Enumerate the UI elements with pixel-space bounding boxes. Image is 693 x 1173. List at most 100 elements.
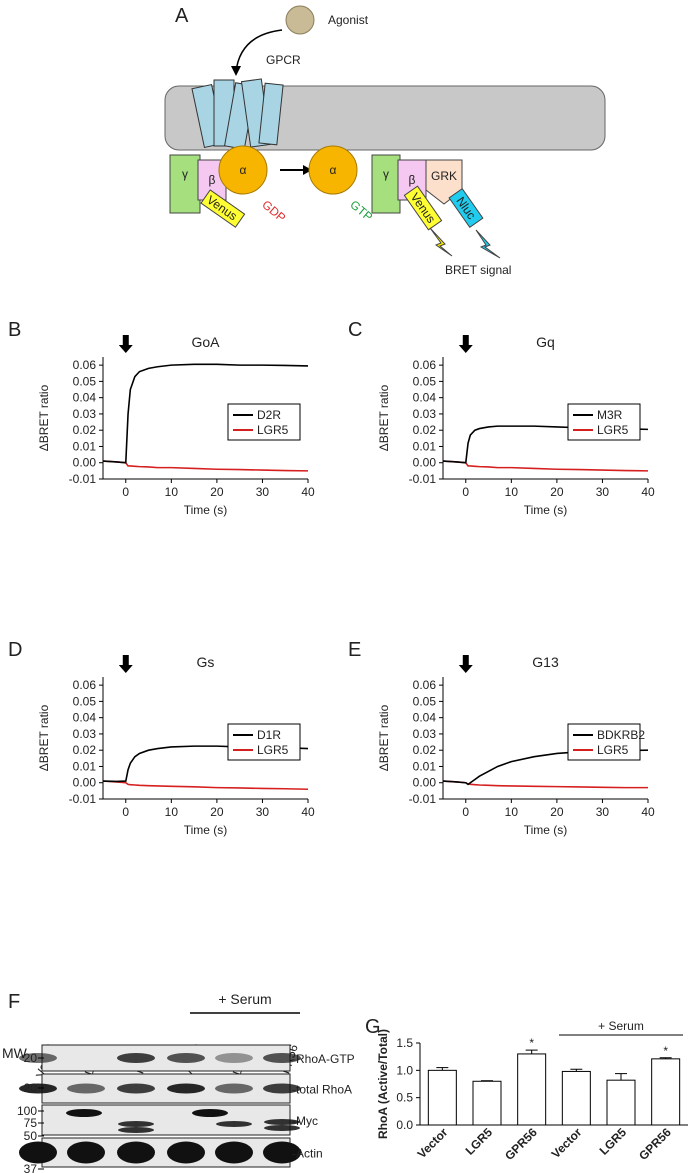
y-tick-label: 0.03	[413, 727, 437, 741]
legend-label: LGR5	[257, 743, 289, 757]
nluc	[448, 187, 484, 229]
y-tick-label: 0.5	[396, 1091, 413, 1105]
y-tick-label: 0.02	[73, 423, 97, 437]
legend-label: LGR5	[597, 743, 629, 757]
legend-label: M3R	[597, 408, 623, 422]
mw-marker: 50	[24, 1129, 38, 1143]
event-arrow	[458, 655, 473, 673]
axes	[442, 677, 648, 800]
y-tick-label: 0.05	[73, 374, 97, 388]
blot-band	[263, 1141, 301, 1164]
x-tick-label: GPR56	[636, 1125, 674, 1163]
y-tick-label: -0.01	[409, 472, 437, 486]
y-tick-label: 0.0	[396, 1118, 413, 1132]
panel-letter: B	[8, 319, 21, 341]
legend-label: LGR5	[597, 423, 629, 437]
data-line	[102, 460, 309, 472]
y-tick-label: 0.02	[73, 743, 97, 757]
blot-band	[117, 1053, 155, 1063]
blot-label: -total RhoA	[292, 1083, 352, 1097]
chart-title: Gq	[536, 334, 555, 350]
gdp-label: GDP	[259, 197, 288, 224]
y-tick-label: 0.05	[413, 694, 437, 708]
alpha-label: α	[240, 163, 247, 177]
group-label: + Serum	[598, 1019, 644, 1033]
event-arrow	[118, 335, 133, 353]
bar	[427, 1069, 457, 1126]
y-tick-label: 0.01	[413, 759, 437, 773]
agonist-label: Agonist	[328, 13, 369, 27]
blot-band	[215, 1141, 253, 1164]
group-label: + Serum	[218, 991, 271, 1007]
y-tick-label: 0.04	[413, 391, 437, 405]
blot-band	[215, 1053, 253, 1063]
panel-letter: D	[8, 639, 22, 661]
arrowhead	[231, 66, 241, 76]
arrowhead	[303, 165, 312, 175]
x-tick-label: 10	[505, 805, 519, 819]
x-tick-label: 20	[550, 485, 564, 499]
x-tick-label: 0	[122, 485, 129, 499]
axes	[442, 357, 648, 480]
event-arrow	[118, 655, 133, 673]
y-tick-label: 1.0	[396, 1063, 413, 1077]
y-tick-label: -0.01	[69, 472, 97, 486]
grk-label: GRK	[431, 169, 457, 183]
axes	[102, 677, 308, 800]
x-axis-label: Time (s)	[524, 823, 568, 837]
x-tick-label: Vector	[415, 1125, 451, 1161]
arrow	[235, 29, 283, 73]
x-tick-label: GPR56	[502, 1125, 540, 1163]
y-tick-label: 0.00	[413, 776, 437, 790]
chart-title: Gs	[197, 654, 215, 670]
alpha	[308, 145, 358, 195]
blot-band	[192, 1109, 228, 1117]
y-tick-label: 0.06	[413, 358, 437, 372]
panel-f: F + Serum MW	[2, 991, 300, 1061]
x-tick-label: 10	[165, 805, 179, 819]
panel-letter: A	[175, 5, 189, 27]
alpha-label: α	[330, 163, 337, 177]
x-tick-label: 10	[505, 485, 519, 499]
y-tick-label: 0.02	[413, 743, 437, 757]
blot-band	[118, 1121, 154, 1127]
signal-bolt	[429, 227, 453, 257]
panel-letter: F	[8, 991, 20, 1013]
blot-band	[263, 1053, 301, 1063]
gtp-label: GTP	[347, 197, 375, 224]
panel-letter: C	[348, 319, 362, 341]
legend-box	[567, 723, 641, 761]
gamma-label: γ	[383, 167, 389, 181]
y-tick-label: 0.01	[73, 439, 97, 453]
legend-label: D2R	[257, 408, 281, 422]
mw-marker: 37	[24, 1162, 38, 1173]
y-tick-label: 0.00	[413, 456, 437, 470]
y-tick-label: 1.5	[396, 1036, 413, 1050]
y-tick-label: -0.01	[69, 792, 97, 806]
gamma	[169, 154, 201, 214]
x-tick-label: 0	[122, 805, 129, 819]
blot-band	[117, 1141, 155, 1164]
x-tick-label: 20	[550, 805, 564, 819]
y-axis-label: ΔBRET ratio	[37, 384, 51, 451]
x-axis-label: Time (s)	[524, 503, 568, 517]
blot-band	[67, 1141, 105, 1164]
venus	[200, 189, 246, 228]
bret-label: BRET signal	[445, 263, 511, 277]
blot-band	[118, 1127, 154, 1133]
y-axis-label: ΔBRET ratio	[377, 704, 391, 771]
significance: *	[529, 1036, 534, 1050]
legend-label: D1R	[257, 728, 281, 742]
blot-band	[67, 1083, 105, 1094]
gpcr-label: GPCR	[266, 53, 301, 67]
y-tick-label: 0.00	[73, 776, 97, 790]
y-tick-label: 0.04	[73, 711, 97, 725]
blot-label: -Actin	[292, 1147, 323, 1161]
y-tick-label: 0.00	[73, 456, 97, 470]
chart-title: G13	[532, 654, 559, 670]
y-tick-label: 0.03	[73, 727, 97, 741]
blot-band	[263, 1083, 301, 1094]
y-tick-label: 0.02	[413, 423, 437, 437]
x-axis-label: Time (s)	[184, 823, 228, 837]
alpha	[218, 145, 268, 195]
